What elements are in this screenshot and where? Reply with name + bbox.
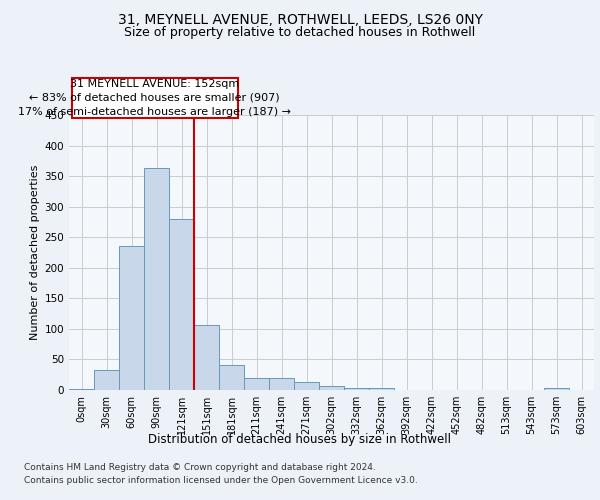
Text: 31 MEYNELL AVENUE: 152sqm
← 83% of detached houses are smaller (907)
17% of semi: 31 MEYNELL AVENUE: 152sqm ← 83% of detac… (18, 78, 291, 116)
Bar (244, 378, 269, 390)
Bar (544, 388, 569, 390)
Text: Distribution of detached houses by size in Rothwell: Distribution of detached houses by size … (149, 432, 452, 446)
Bar (94, 370, 119, 390)
Bar (369, 388, 394, 390)
Bar (194, 325, 219, 390)
Bar (169, 219, 194, 390)
Bar (119, 246, 144, 390)
Bar (294, 382, 319, 390)
Bar (69, 389, 94, 390)
Bar (269, 378, 294, 390)
Bar (319, 386, 344, 390)
Text: 31, MEYNELL AVENUE, ROTHWELL, LEEDS, LS26 0NY: 31, MEYNELL AVENUE, ROTHWELL, LEEDS, LS2… (118, 12, 482, 26)
Bar (219, 365, 244, 390)
Bar (144, 168, 169, 390)
Y-axis label: Number of detached properties: Number of detached properties (30, 165, 40, 340)
Text: Size of property relative to detached houses in Rothwell: Size of property relative to detached ho… (124, 26, 476, 39)
Text: Contains HM Land Registry data © Crown copyright and database right 2024.: Contains HM Land Registry data © Crown c… (24, 462, 376, 471)
Bar (344, 388, 369, 390)
Text: Contains public sector information licensed under the Open Government Licence v3: Contains public sector information licen… (24, 476, 418, 485)
